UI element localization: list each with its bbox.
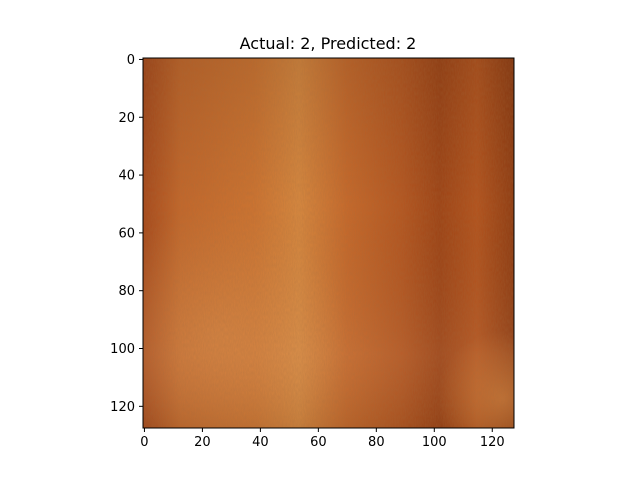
y-tick-label: 20 bbox=[118, 111, 135, 126]
image-plot bbox=[143, 58, 514, 428]
y-tick-label: 120 bbox=[110, 400, 135, 415]
x-axis: 0 20 40 60 80 100 120 bbox=[140, 428, 504, 450]
x-tick-label: 20 bbox=[194, 435, 211, 450]
y-axis: 0 20 40 60 80 100 120 bbox=[110, 53, 143, 415]
x-tick-label: 0 bbox=[140, 435, 148, 450]
x-tick-label: 60 bbox=[310, 435, 327, 450]
x-tick-label: 40 bbox=[252, 435, 269, 450]
x-tick-label: 120 bbox=[480, 435, 505, 450]
x-tick-label: 100 bbox=[422, 435, 447, 450]
chart-title: Actual: 2, Predicted: 2 bbox=[240, 34, 417, 53]
y-tick-label: 80 bbox=[118, 284, 135, 299]
x-tick-label: 80 bbox=[368, 435, 385, 450]
y-tick-label: 0 bbox=[127, 53, 135, 68]
image-grain bbox=[143, 58, 514, 428]
y-tick-label: 60 bbox=[118, 226, 135, 241]
y-tick-label: 100 bbox=[110, 342, 135, 357]
y-tick-label: 40 bbox=[118, 169, 135, 184]
